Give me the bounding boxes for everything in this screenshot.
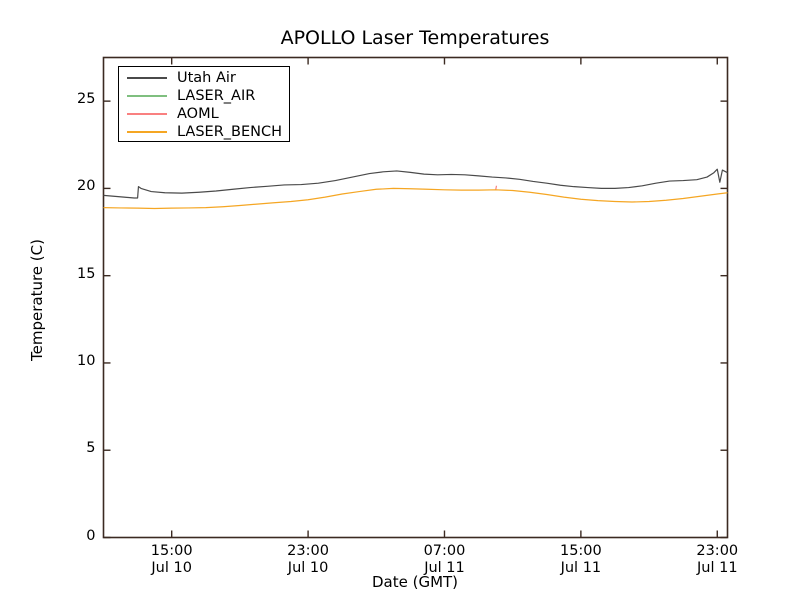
x-tick-date: Jul 10: [287, 559, 329, 576]
series-line: [103, 168, 728, 199]
legend-color-swatch: [127, 95, 167, 97]
x-tick-time: 07:00: [423, 542, 466, 559]
legend-item[interactable]: Utah Air: [119, 69, 289, 87]
y-tick-label: 25: [77, 91, 96, 108]
series-lines: [103, 168, 728, 210]
y-axis-label: Temperature (C): [28, 239, 46, 361]
x-axis-label: Date (GMT): [371, 573, 459, 591]
x-tick-label: 07:00 Jul 11: [399, 543, 489, 577]
x-tick-label: 15:00 Jul 11: [536, 543, 626, 577]
legend-label: Utah Air: [177, 70, 236, 86]
legend-item[interactable]: LASER_AIR: [119, 87, 289, 105]
legend-label: LASER_AIR: [177, 88, 256, 104]
y-tick-label: 20: [77, 178, 96, 195]
tick-marks: [103, 57, 728, 539]
x-tick-time: 15:00: [559, 542, 602, 559]
x-tick-time: 23:00: [287, 542, 329, 559]
x-tick-time: 15:00: [150, 542, 193, 559]
chart-title: APOLLO Laser Temperatures: [280, 27, 550, 49]
legend-item[interactable]: LASER_BENCH: [119, 123, 289, 141]
legend-color-swatch: [127, 131, 167, 133]
x-tick-time: 23:00: [696, 542, 739, 559]
y-tick-label: 10: [77, 352, 96, 369]
legend-label: LASER_BENCH: [177, 124, 283, 140]
x-tick-label: 15:00 Jul 10: [127, 543, 217, 577]
series-line: [103, 187, 728, 210]
legend-label: AOML: [177, 106, 219, 122]
x-tick-label: 23:00 Jul 11: [672, 543, 762, 577]
y-tick-label: 15: [77, 265, 96, 282]
chart-legend: Utah Air LASER_AIR AOML LASER_BENCH: [118, 66, 290, 142]
legend-color-swatch: [127, 113, 167, 115]
x-tick-label: 23:00 Jul 10: [263, 543, 353, 577]
y-tick-label: 5: [86, 440, 96, 457]
legend-color-swatch: [127, 77, 167, 79]
x-tick-date: Jul 10: [151, 559, 192, 576]
x-tick-date: Jul 11: [560, 559, 602, 576]
x-tick-date: Jul 11: [424, 559, 465, 576]
x-tick-date: Jul 11: [696, 559, 738, 576]
legend-item[interactable]: AOML: [119, 105, 289, 123]
y-tick-label: 0: [86, 527, 96, 544]
